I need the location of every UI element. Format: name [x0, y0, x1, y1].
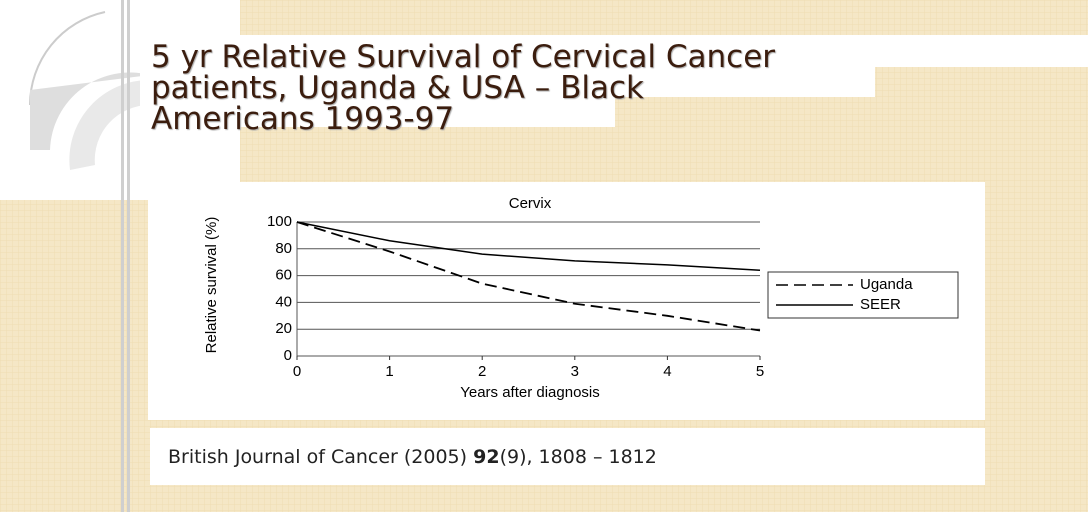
- x-tick-label: 0: [293, 363, 301, 380]
- title-band: [140, 65, 875, 97]
- title-band: [140, 95, 615, 127]
- y-tick-label: 80: [275, 240, 292, 257]
- decor-line: [127, 0, 130, 512]
- x-tick-label: 3: [571, 363, 579, 380]
- chart: Cervix Years after diagnosis Relative su…: [203, 195, 959, 401]
- legend-label: SEER: [860, 296, 901, 313]
- decor-arc: [30, 72, 150, 150]
- series-line: [296, 221, 761, 271]
- title-line: Americans 1993-97: [151, 101, 454, 137]
- title-line: patients, Uganda & USA – Black: [151, 70, 644, 106]
- citation-panel: [150, 428, 985, 485]
- x-tick-label: 2: [478, 363, 486, 380]
- series-line: [296, 221, 761, 332]
- x-axis-label: Years after diagnosis: [460, 384, 600, 401]
- decor-arc: [28, 11, 106, 106]
- citation-text: (9), 1808 – 1812: [500, 446, 657, 468]
- y-axis-label: Relative survival (%): [203, 217, 220, 354]
- citation-text: British Journal of Cancer (2005): [168, 446, 473, 468]
- title-line: 5 yr Relative Survival of Cervical Cance…: [151, 39, 775, 75]
- x-tick-label: 5: [756, 363, 764, 380]
- chart-title: Cervix: [509, 195, 552, 212]
- decor-line: [121, 0, 124, 512]
- slide-title: 5 yr Relative Survival of Cervical Cance…: [140, 35, 1088, 137]
- title-band: [140, 35, 1088, 67]
- x-tick-label: 4: [663, 363, 671, 380]
- citation-volume: 92: [473, 446, 499, 468]
- y-tick-label: 60: [275, 267, 292, 284]
- legend-label: Uganda: [860, 276, 913, 293]
- y-tick-label: 100: [267, 213, 292, 230]
- x-tick-label: 1: [385, 363, 393, 380]
- y-tick-label: 0: [284, 347, 292, 364]
- y-tick-label: 40: [275, 293, 292, 310]
- citation: British Journal of Cancer (2005) 92(9), …: [168, 446, 657, 468]
- y-tick-label: 20: [275, 320, 292, 337]
- legend-box: [767, 271, 959, 319]
